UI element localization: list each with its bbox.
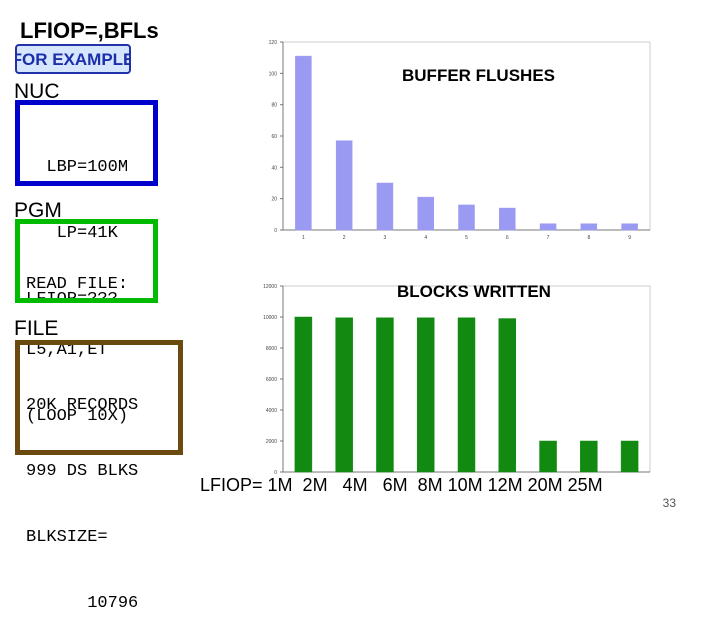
nuc-box: LBP=100M LP=41K LFIOP=??? — [15, 100, 158, 309]
y-tick-label: 60 — [271, 134, 277, 140]
y-tick-label: 40 — [271, 165, 277, 171]
x-tick-label: 1 — [302, 235, 305, 241]
lfiop-axis-caption: LFIOP= 1M 2M 4M 6M 8M 10M 12M 20M 25M — [200, 475, 603, 496]
bar — [580, 440, 598, 473]
pgm-line: (LOOP 10X) — [26, 407, 129, 426]
bar — [458, 204, 475, 231]
buffer-flushes-label: BUFFER FLUSHES — [402, 66, 555, 85]
x-tick-label: 9 — [628, 235, 631, 241]
nuc-line: LP=41K — [26, 224, 118, 243]
y-tick-label: 8000 — [266, 346, 277, 352]
x-tick-label: 8 — [587, 235, 590, 241]
bar — [457, 317, 476, 473]
slide-title: LFIOP=,BFLs — [20, 18, 159, 43]
bar — [335, 140, 353, 231]
pgm-line: L5,A1,ET — [26, 341, 108, 360]
y-tick-label: 80 — [271, 103, 277, 109]
bar — [498, 318, 517, 473]
x-tick-label: 7 — [547, 235, 550, 241]
y-tick-label: 12000 — [263, 284, 277, 290]
y-tick-label: 20 — [271, 197, 277, 203]
bar — [417, 196, 434, 231]
bar — [539, 223, 557, 231]
x-tick-label: 2 — [343, 235, 346, 241]
file-line: 10796 — [26, 594, 139, 613]
pgm-label: PGM — [14, 199, 62, 222]
pgm-box: READ FILE: L5,A1,ET (LOOP 10X) — [15, 219, 158, 426]
y-tick-label: 10000 — [263, 315, 277, 321]
for-example-badge: FOR EXAMPLE — [15, 44, 131, 74]
buffer-flushes-chart: 0 20 40 60 80 100 120 1 2 3 4 5 6 7 8 9 — [269, 40, 651, 241]
bar — [416, 317, 435, 473]
y-tick-label: 0 — [274, 228, 277, 234]
file-line: 999 DS BLKS — [26, 462, 139, 481]
bar — [335, 317, 353, 473]
y-tick-label: 100 — [269, 71, 278, 77]
lfiop-caption-prefix: LFIOP= — [200, 475, 263, 495]
bar — [376, 182, 394, 231]
file-label: FILE — [14, 317, 59, 340]
page-number: 33 — [662, 496, 676, 510]
x-tick-label: 6 — [506, 235, 509, 241]
bar — [376, 317, 394, 473]
blocks-written-label: BLOCKS WRITTEN — [397, 282, 551, 301]
x-tick-label: 3 — [384, 235, 387, 241]
badge-text: FOR EXAMPLE — [15, 50, 131, 69]
bar — [621, 223, 638, 231]
bar — [499, 207, 516, 231]
pgm-line: READ FILE: — [26, 275, 129, 294]
bar — [620, 440, 639, 473]
bar — [294, 316, 313, 473]
y-tick-label: 2000 — [266, 439, 277, 445]
file-box: 20K RECORDS 999 DS BLKS BLKSIZE= 10796 — [15, 340, 183, 613]
nuc-line: LBP=100M — [26, 158, 129, 177]
blocks-written-chart: 0 2000 4000 6000 8000 10000 12000 — [263, 284, 651, 476]
file-line: BLKSIZE= — [26, 528, 108, 547]
lfiop-caption-values: 1M 2M 4M 6M 8M 10M 12M 20M 25M — [267, 475, 603, 495]
x-tick-label: 5 — [465, 235, 468, 241]
file-line: 20K RECORDS — [26, 396, 139, 415]
bar — [539, 440, 557, 473]
nuc-label: NUC — [14, 80, 60, 103]
y-tick-label: 4000 — [266, 408, 277, 414]
bar — [580, 223, 598, 231]
y-tick-label: 6000 — [266, 377, 277, 383]
x-tick-label: 4 — [424, 235, 427, 241]
bar — [295, 55, 312, 231]
y-tick-label: 120 — [269, 40, 278, 46]
y-tick-label: 0 — [274, 470, 277, 476]
